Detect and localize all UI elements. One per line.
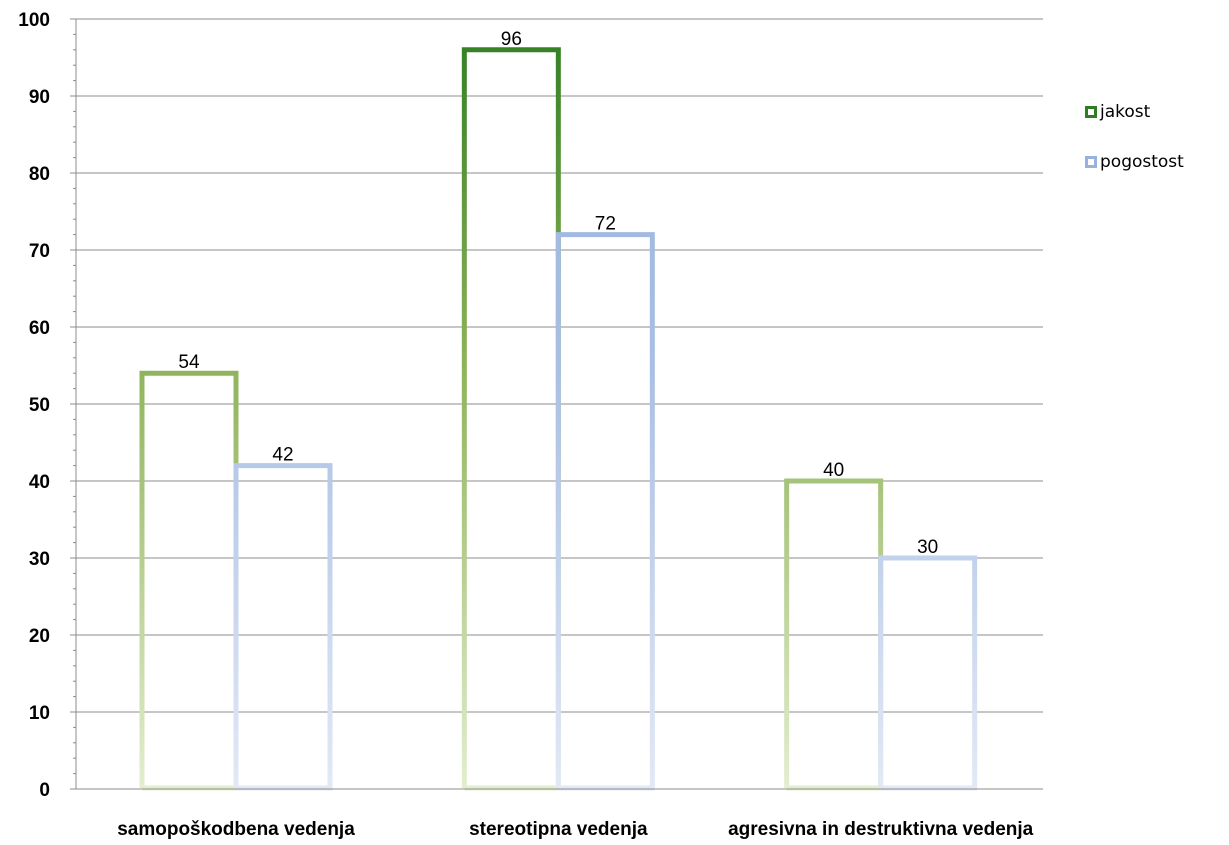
bar-pogostost <box>878 555 978 791</box>
legend-item-pogostost: pogostost <box>1085 150 1184 174</box>
bar-jakost <box>139 370 239 791</box>
legend: jakost pogostost <box>1085 100 1184 200</box>
y-tick-label: 10 <box>29 703 50 724</box>
y-tick-label: 60 <box>29 318 50 339</box>
y-tick-label: 90 <box>29 87 50 108</box>
data-label: 96 <box>501 29 522 50</box>
bar-jakost <box>461 47 561 791</box>
y-tick-label: 40 <box>29 472 50 493</box>
data-label: 54 <box>178 352 200 373</box>
data-label: 30 <box>917 537 938 558</box>
bar-jakost <box>784 478 884 791</box>
x-category-label: stereotipna vedenja <box>469 819 648 840</box>
x-category-label: agresivna in destruktivna vedenja <box>728 819 1034 840</box>
y-tick-label: 30 <box>29 549 50 570</box>
legend-item-jakost: jakost <box>1085 100 1184 124</box>
y-tick-label: 80 <box>29 164 50 185</box>
legend-swatch-jakost <box>1085 106 1097 118</box>
bar-pogostost <box>555 232 655 791</box>
y-tick-label: 100 <box>18 10 50 31</box>
legend-swatch-pogostost <box>1085 156 1097 168</box>
legend-label-pogostost: pogostost <box>1100 152 1184 172</box>
data-label: 72 <box>595 214 616 235</box>
x-category-label: samopoškodbena vedenja <box>117 819 355 840</box>
y-tick-label: 0 <box>39 780 50 801</box>
y-tick-label: 50 <box>29 395 50 416</box>
y-tick-label: 20 <box>29 626 50 647</box>
y-tick-label: 70 <box>29 241 50 262</box>
data-label: 40 <box>823 460 844 481</box>
data-label: 42 <box>272 445 293 466</box>
legend-label-jakost: jakost <box>1100 102 1151 122</box>
bar-pogostost <box>233 463 333 791</box>
